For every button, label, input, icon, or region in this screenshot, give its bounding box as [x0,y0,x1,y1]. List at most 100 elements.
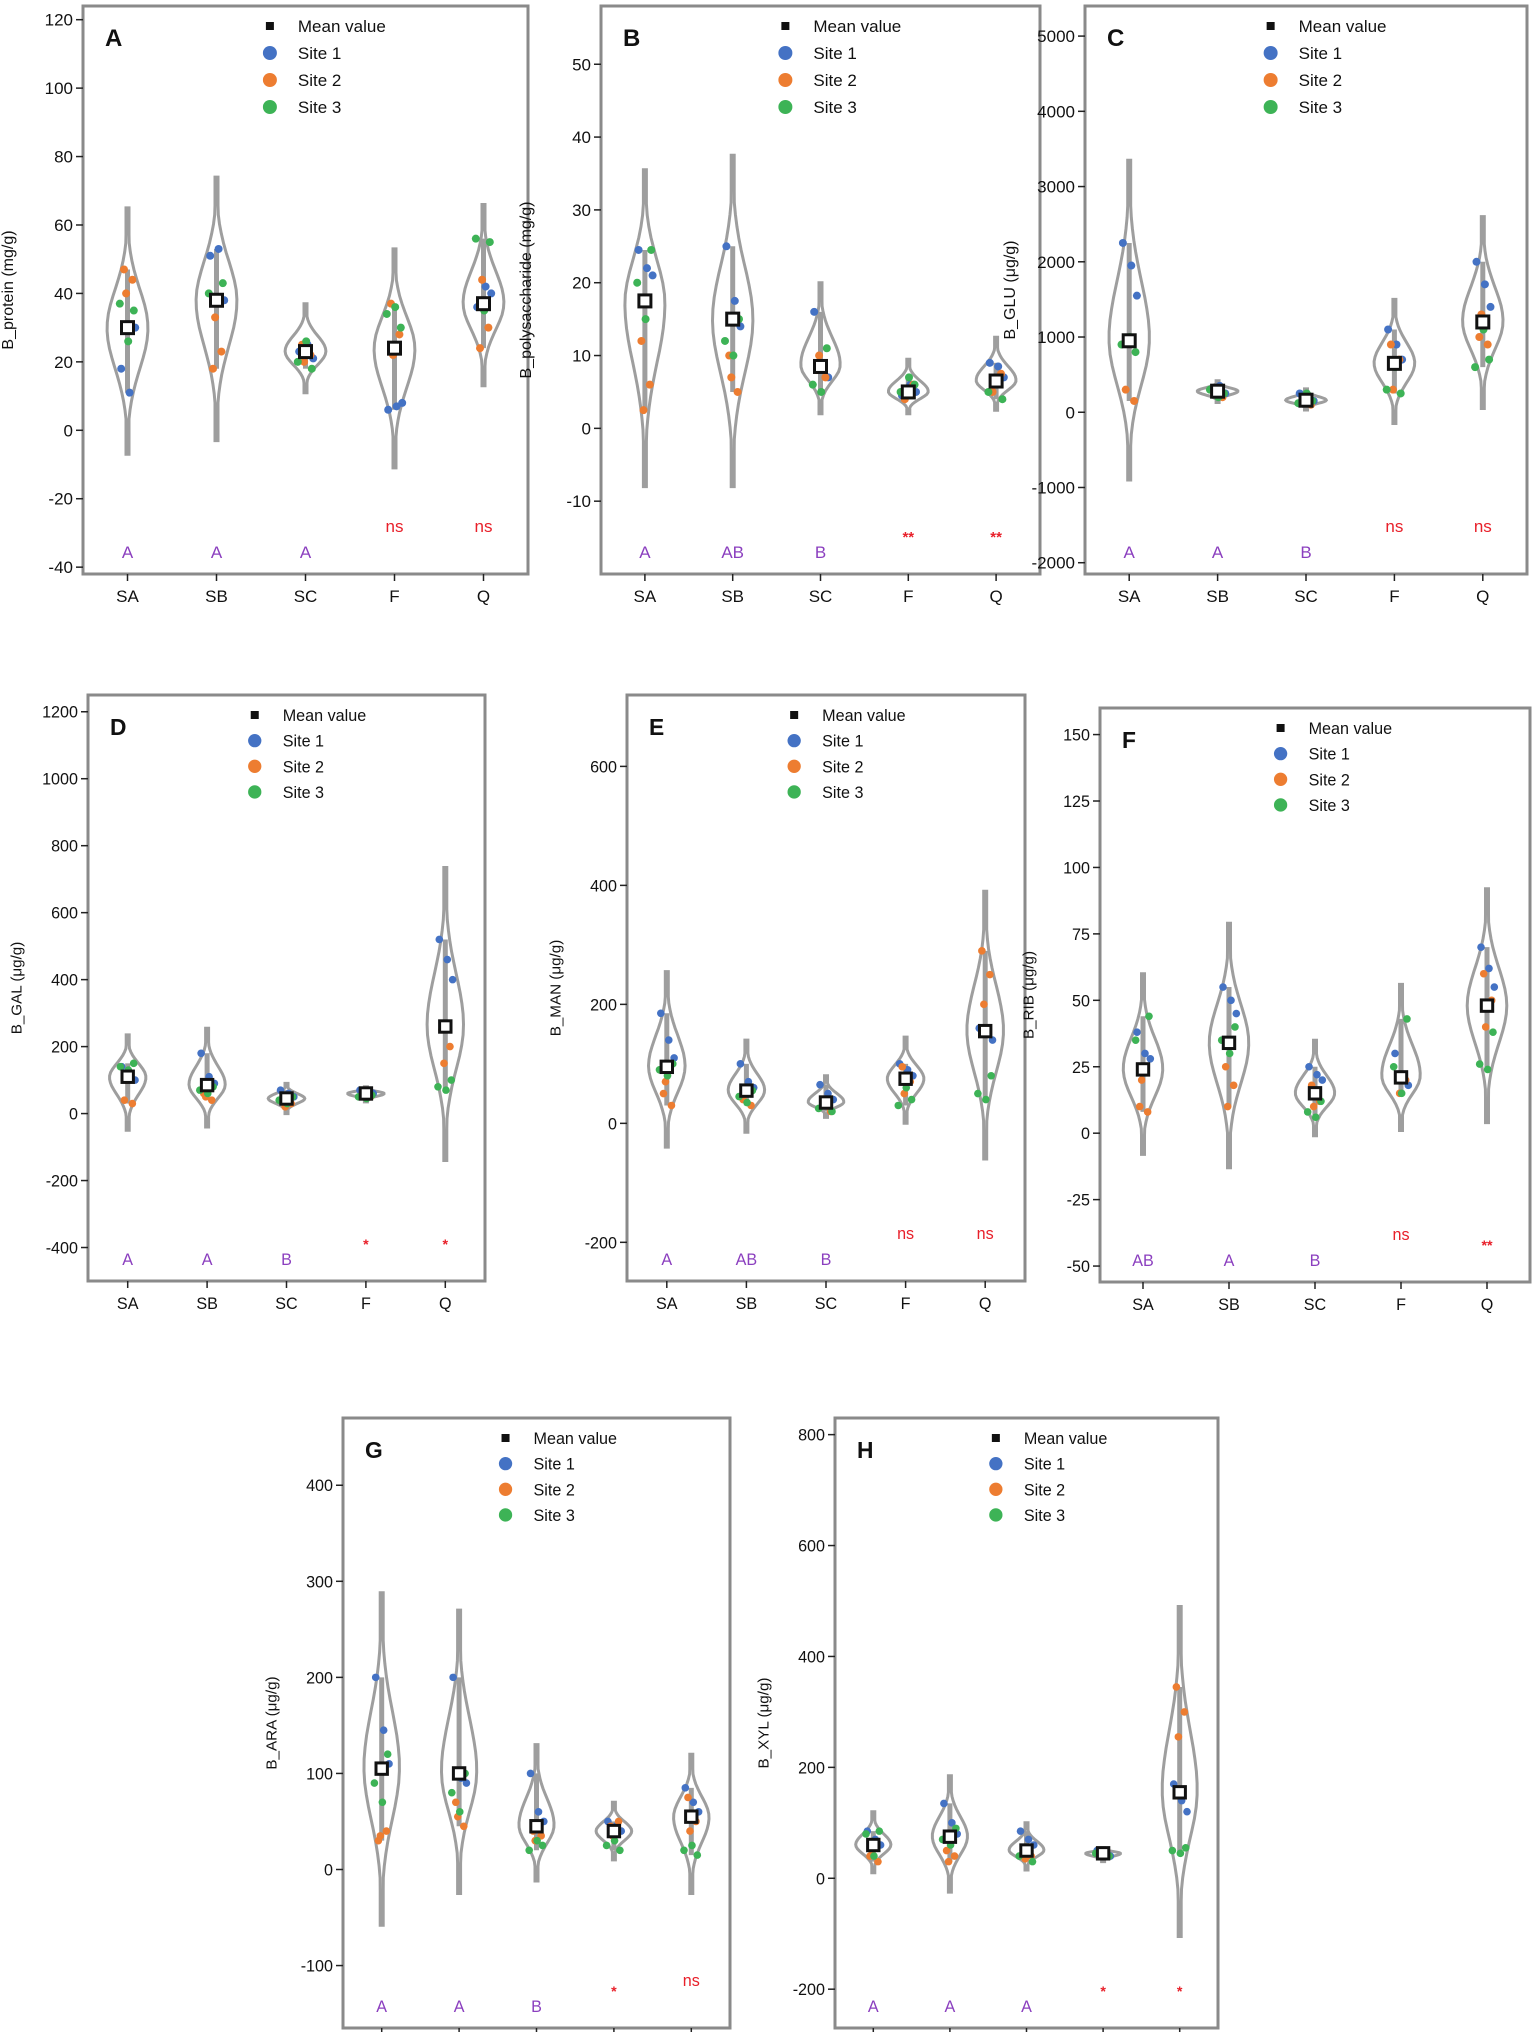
site3-point [533,1836,541,1845]
y-tick-label: 400 [51,972,78,990]
y-tick-label: 400 [306,1477,333,1495]
site2-point [942,1846,951,1855]
y-axis-label: B_XYL (μg/g) [756,1678,773,1769]
mean-marker [637,293,653,309]
x-tick-label: F [361,1295,371,1313]
legend-site3-marker [248,785,262,799]
site2-point [440,1059,448,1068]
site2-point [639,406,648,415]
site1-point [1133,1028,1141,1037]
mean-marker [1479,998,1495,1013]
y-tick-label: 1000 [1037,328,1075,347]
site3-point [116,1062,125,1071]
violin [726,1038,767,1134]
y-tick-label: 30 [572,201,591,220]
legend-site2-marker [1263,73,1278,87]
mean-marker [659,1059,674,1075]
site2-point [815,351,824,360]
legend-site2-label: Site 2 [813,71,856,90]
site2-point [1221,1062,1230,1071]
site2-point [1481,1023,1490,1031]
legend-site3-marker [989,1508,1003,1522]
site3-point [1403,1015,1411,1023]
y-tick-label: 50 [572,55,591,74]
violin [439,1608,479,1895]
site2-point [376,1832,385,1840]
site1-point [1227,996,1235,1005]
violin [806,1074,846,1119]
panel-frame [86,693,487,1283]
y-tick-label: -40 [48,558,73,577]
legend-site3-label: Site 3 [813,98,856,117]
legend-site3-marker [1263,100,1278,114]
site2-point [209,364,217,373]
site2-point [120,1096,129,1104]
site3-point [378,1798,387,1807]
legend-site1-label: Site 1 [1309,746,1350,764]
site3-point [1225,1049,1234,1058]
legend-mean-marker [250,711,259,719]
y-tick-label: 40 [54,284,73,303]
legend: Mean value Site 1 Site 2 Site 3 [787,707,906,802]
site3-point [1389,1062,1398,1071]
y-axis-label: B_ARA (μg/g) [264,1676,281,1769]
legend-site2-marker [778,73,793,87]
violin [1293,1038,1337,1138]
significance-label: ** [1481,1238,1493,1254]
y-tick-label: 50 [1072,992,1090,1010]
mean-marker [978,1023,993,1039]
mean-marker [120,1069,135,1084]
x-tick-label: SA [1118,587,1141,606]
y-tick-label: -20 [48,490,73,509]
y-tick-label: 0 [1081,1125,1090,1143]
legend-site3-marker [778,100,793,114]
y-axis-label: B_MAN (μg/g) [548,940,565,1037]
mean-marker [1172,1785,1187,1800]
x-tick-label: SB [205,587,228,606]
violin [266,1081,307,1116]
legend-site1-label: Site 1 [822,733,863,751]
mean-marker [529,1819,544,1834]
site2-point [898,1063,907,1071]
legend-mean-marker [265,22,274,30]
site1-point [1219,983,1227,991]
violin [1160,1605,1199,1938]
site3-point [302,337,311,346]
mean-marker [358,1086,374,1101]
mean-marker [209,292,224,308]
group-letter: AB [1132,1252,1154,1270]
legend-mean-marker [781,22,790,30]
y-tick-label: 600 [798,1538,825,1556]
site1-point [985,358,994,367]
violin [1380,982,1422,1132]
legend: Mean value Site 1 Site 2 Site 3 [498,1430,617,1525]
site3-point [124,337,133,346]
site2-point [733,387,742,396]
site1-point [1318,1076,1327,1084]
x-tick-label: F [1389,587,1399,606]
site1-point [462,1779,471,1787]
x-tick-label: SC [1294,587,1318,606]
mean-marker [1298,392,1314,408]
mean-marker [684,1809,699,1824]
y-tick-label: 600 [590,758,617,776]
y-tick-label: -50 [1067,1258,1090,1276]
mean-marker [120,320,135,336]
group-letter: A [454,1998,465,2016]
panel-letter: H [857,1437,873,1463]
site3-point [610,1836,619,1845]
mean-marker [1221,1035,1237,1051]
site1-point [1472,257,1481,266]
legend-mean-marker [991,1434,1000,1442]
group-letter: A [122,1251,133,1269]
y-tick-label: 1000 [42,771,78,789]
violin [965,889,1005,1161]
mean-marker [1393,1070,1409,1085]
y-tick-label: 200 [51,1039,78,1057]
site3-point [729,351,738,360]
y-tick-label: 200 [798,1759,825,1777]
group-letter: A [122,543,134,562]
group-letter: A [1021,1998,1032,2016]
x-tick-label: SC [1304,1296,1327,1314]
